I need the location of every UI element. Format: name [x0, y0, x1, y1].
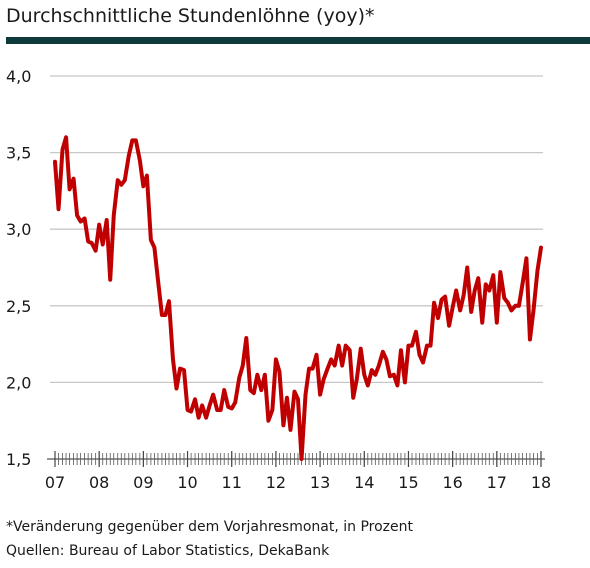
- x-tick-label: 10: [177, 473, 197, 492]
- y-tick-label: 1,5: [6, 450, 31, 469]
- x-tick-label: 08: [89, 473, 109, 492]
- y-tick-label: 4,0: [6, 67, 31, 86]
- x-tick-label: 18: [531, 473, 551, 492]
- y-tick-label: 3,5: [6, 144, 31, 163]
- x-tick-label: 12: [266, 473, 286, 492]
- y-tick-label: 2,0: [6, 373, 31, 392]
- x-tick-label: 17: [487, 473, 507, 492]
- x-tick-label: 13: [310, 473, 330, 492]
- x-tick-label: 14: [354, 473, 374, 492]
- data-line: [53, 135, 543, 461]
- x-tick-label: 09: [133, 473, 153, 492]
- chart-title: Durchschnittliche Stundenlöhne (yoy)*: [6, 5, 374, 27]
- x-tick-label: 15: [398, 473, 418, 492]
- x-tick-label: 07: [45, 473, 65, 492]
- x-tick-label: 11: [222, 473, 242, 492]
- title-rule: [6, 37, 590, 44]
- source-note: Quellen: Bureau of Labor Statistics, Dek…: [6, 543, 330, 559]
- y-tick-label: 2,5: [6, 297, 31, 316]
- y-tick-label: 3,0: [6, 220, 31, 239]
- footnote: *Veränderung gegenüber dem Vorjahresmona…: [6, 519, 414, 535]
- x-tick-label: 16: [442, 473, 462, 492]
